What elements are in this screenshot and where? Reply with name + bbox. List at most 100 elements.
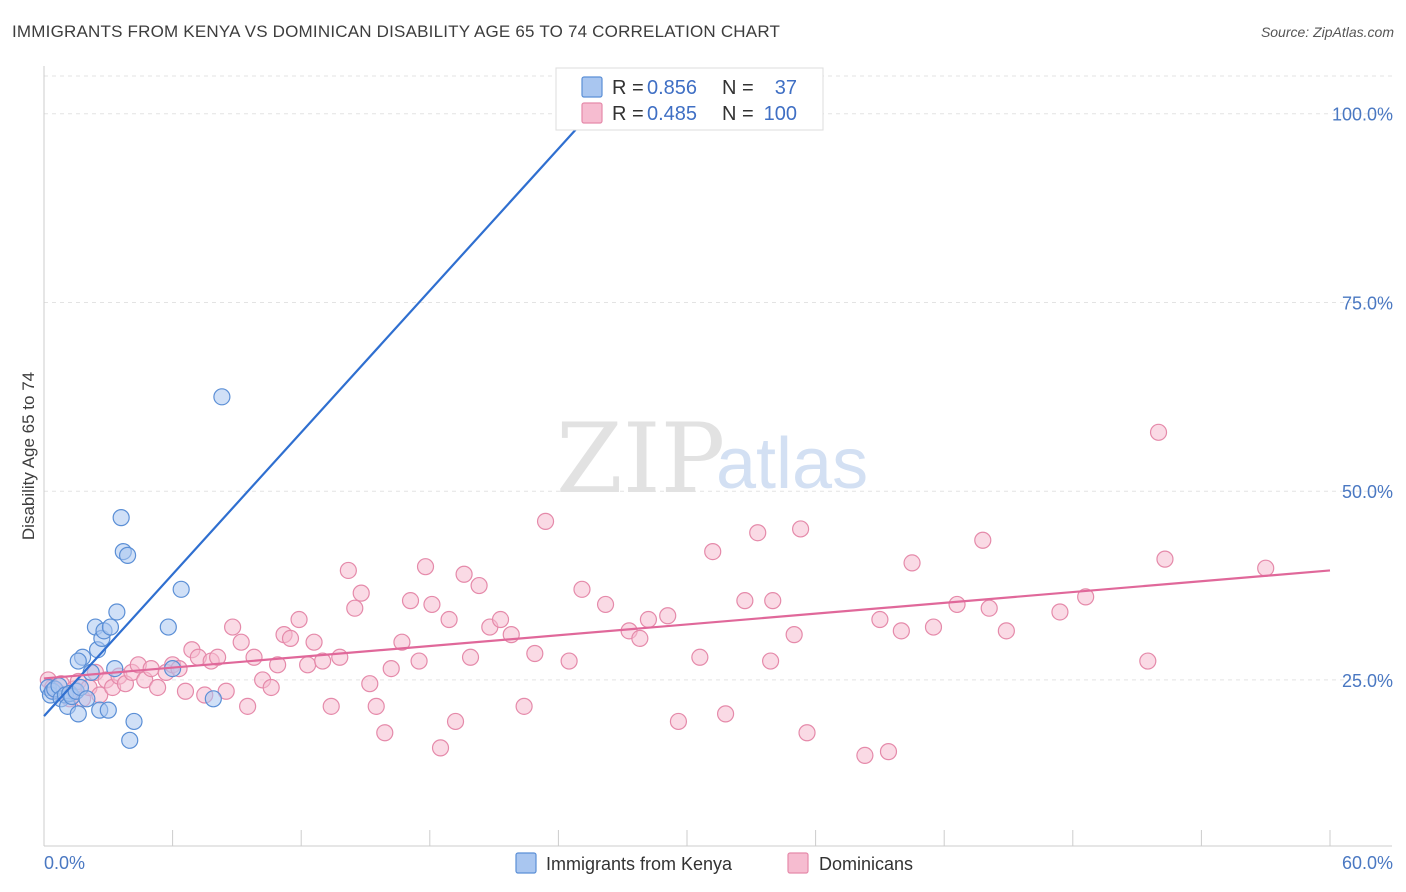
dominican-point [736,592,754,610]
x-tick-label-max: 60.0% [1342,853,1393,873]
dominican-point [691,648,709,666]
dominican-point [322,697,340,715]
chart-title: IMMIGRANTS FROM KENYA VS DOMINICAN DISAB… [12,22,781,41]
dominican-point [749,524,767,542]
dominican-point [856,746,874,765]
kenya-point [106,659,124,678]
dominican-point [470,576,488,595]
dominican-point [376,724,394,742]
watermark-atlas: atlas [716,424,868,504]
dominican-point [596,595,615,614]
dominican-point [339,561,357,580]
dominican-point [659,607,677,625]
dominican-point [305,633,323,651]
legend-n-label-dominican: N = [722,103,754,125]
legend-swatch-dominican [581,102,603,124]
dominican-point [382,659,400,678]
legend-r-label-dominican: R = [612,103,644,125]
kenya-point [159,618,177,636]
legend-r-label-kenya: R = [612,77,644,99]
x-tick-labels: 0.0% 60.0% [44,853,1393,873]
dominican-point [491,610,510,629]
dominican-point [879,743,898,761]
dominican-point [148,678,167,697]
series-legend: Immigrants from Kenya Dominicans [515,852,913,874]
dominican-point [515,697,533,715]
dominican-point [892,622,910,640]
kenya-point [112,509,130,527]
stats-legend: R = 0.856 N = 37 R = 0.485 N = 100 [555,67,824,131]
dominican-point [262,678,280,697]
dominican-point [461,648,480,666]
legend-n-label-kenya: N = [722,77,754,99]
dominican-point [299,656,317,674]
x-tick-label-min: 0.0% [44,853,85,873]
dominican-point [352,584,370,602]
y-tick-label: 25.0% [1342,671,1393,691]
kenya-point [82,663,100,681]
dominican-point [331,648,349,666]
dominican-point [798,724,816,742]
dominican-point [704,542,722,561]
kenya-point [108,603,126,621]
kenya-point [69,705,87,723]
series-legend-swatch-dominican [787,852,809,874]
y-tick-label: 75.0% [1342,293,1393,313]
series-legend-label-dominican: Dominicans [819,854,913,874]
dominican-point [410,652,428,670]
dominican-point [440,610,458,629]
dominican-point [573,580,591,598]
dominican-point [281,629,300,648]
dominican-point [536,512,555,530]
dominican-point [1156,550,1174,568]
legend-n-value-dominican: 100 [764,103,797,125]
dominican-point [232,633,250,651]
dominican-point [423,595,441,614]
dominican-point [716,705,735,723]
dominican-point [560,652,578,670]
legend-n-value-kenya: 37 [775,77,797,99]
dominican-point [761,652,780,670]
dominican-point [209,648,227,666]
dominican-point [974,531,992,549]
y-tick-label: 100.0% [1332,105,1393,125]
dominican-point [361,675,379,693]
legend-r-value-dominican: 0.485 [647,103,697,125]
dominican-point [245,648,263,666]
dominican-point [903,554,921,572]
dominican-point [791,520,810,538]
dominican-point [393,633,411,651]
kenya-point [213,388,231,406]
dominican-point [290,610,308,629]
legend-r-value-kenya: 0.856 [647,77,697,99]
dominican-point [367,697,385,715]
kenya-point [121,731,139,749]
dominican-point [639,610,658,629]
dominican-point [785,626,803,644]
kenya-trendline [43,124,581,717]
kenya-point [172,580,190,598]
dominican-point [446,712,465,731]
y-axis-label: Disability Age 65 to 74 [19,372,38,540]
y-tick-labels: 25.0% 50.0% 75.0% 100.0% [1332,105,1393,691]
kenya-point [118,546,137,564]
chart-source: Source: ZipAtlas.com [1260,24,1394,40]
dominican-point [669,712,688,731]
kenya-point [101,618,120,636]
dominican-point [431,739,450,757]
dominican-point [526,644,544,663]
kenya-point [204,690,222,708]
dominican-point [224,618,242,636]
dominican-point [217,682,235,700]
trend-lines [43,124,1331,717]
dominican-trendline [43,569,1331,680]
kenya-point [78,690,96,708]
dominican-point [346,599,364,617]
dominican-point [764,592,782,610]
dominican-point [980,599,998,617]
dominican-point [269,656,287,674]
y-tick-label: 50.0% [1342,482,1393,502]
dominican-point [948,595,966,614]
dominican-point [997,622,1015,640]
